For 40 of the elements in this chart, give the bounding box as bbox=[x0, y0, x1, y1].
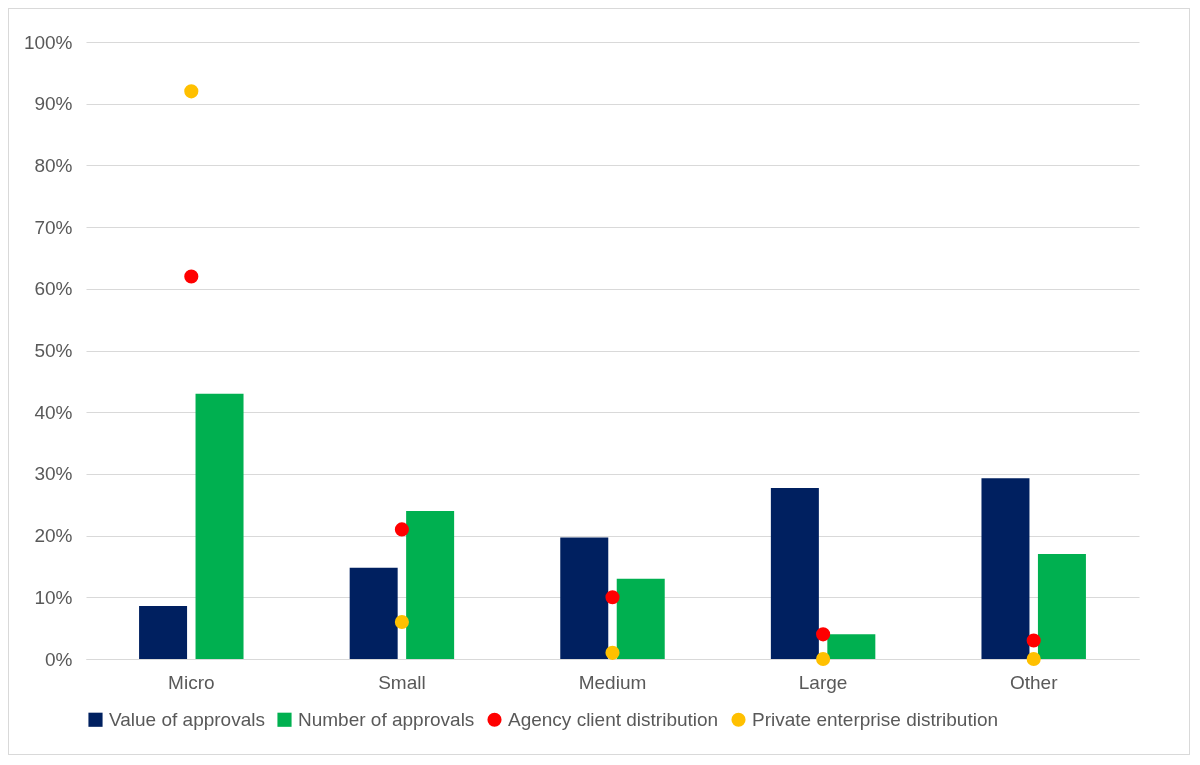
point bbox=[605, 590, 620, 605]
x-tick-label: Micro bbox=[168, 671, 215, 693]
bar bbox=[1037, 554, 1086, 659]
legend-label: Private enterprise distribution bbox=[752, 708, 999, 730]
bar bbox=[560, 537, 609, 659]
x-tick-label: Large bbox=[798, 671, 848, 693]
legend-label: Value of approvals bbox=[109, 708, 265, 730]
y-tick-label: 50% bbox=[34, 340, 73, 361]
y-tick-label: 0% bbox=[45, 648, 73, 670]
y-tick-label: 40% bbox=[34, 401, 73, 423]
legend-label: Number of approvals bbox=[298, 708, 475, 730]
y-tick-label: 80% bbox=[34, 154, 73, 176]
bar bbox=[195, 393, 244, 659]
y-tick-label: 10% bbox=[34, 586, 73, 608]
y-tick-label: 30% bbox=[34, 463, 73, 485]
point bbox=[605, 645, 620, 660]
point bbox=[1026, 651, 1041, 667]
bar bbox=[616, 578, 665, 659]
x-tick-label: Small bbox=[378, 671, 426, 693]
y-tick-label: 90% bbox=[34, 93, 73, 115]
bar bbox=[139, 605, 188, 659]
point bbox=[394, 614, 409, 630]
point bbox=[394, 522, 409, 537]
x-tick-label: Medium bbox=[578, 671, 647, 693]
legend-label: Agency client distribution bbox=[508, 708, 719, 730]
y-tick-label: 100% bbox=[23, 31, 73, 53]
point bbox=[184, 269, 199, 284]
bar bbox=[827, 634, 876, 659]
y-tick-label: 60% bbox=[34, 278, 73, 300]
point bbox=[816, 627, 831, 642]
y-tick-label: 20% bbox=[34, 525, 73, 547]
y-tick-label: 70% bbox=[34, 216, 73, 238]
bar bbox=[406, 510, 455, 659]
bar bbox=[770, 488, 819, 659]
bar bbox=[349, 567, 398, 659]
bar bbox=[981, 478, 1030, 659]
point bbox=[184, 84, 199, 99]
point bbox=[816, 651, 831, 667]
x-tick-label: Other bbox=[1009, 671, 1059, 693]
point bbox=[1026, 633, 1041, 648]
